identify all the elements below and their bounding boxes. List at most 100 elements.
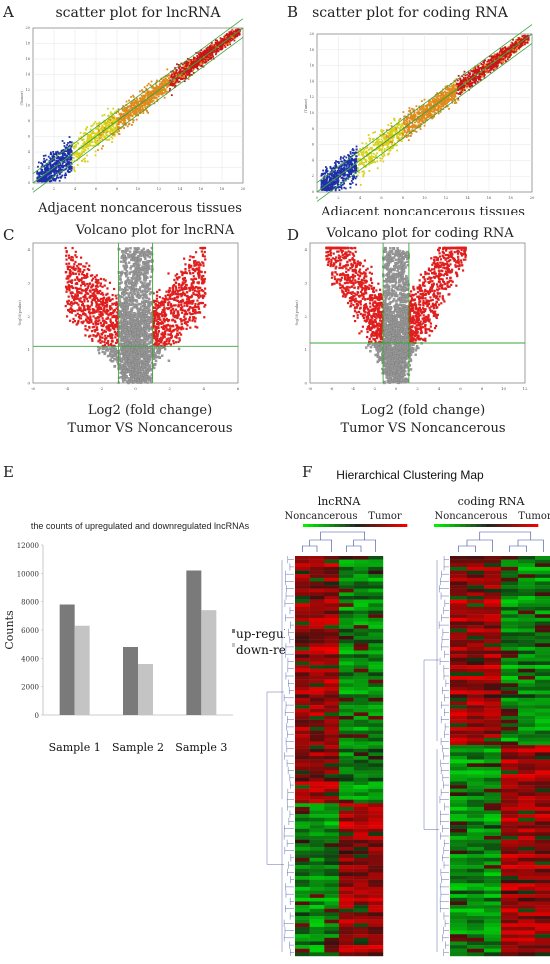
data-point (62, 154, 64, 157)
data-point (448, 87, 451, 90)
data-point (173, 73, 176, 76)
data-point (166, 85, 169, 88)
data-point (355, 155, 358, 158)
data-point (424, 110, 427, 113)
data-point (331, 188, 334, 191)
data-point (149, 84, 152, 87)
data-point (202, 62, 205, 65)
data-point (182, 69, 184, 72)
data-point (84, 142, 87, 145)
data-point (150, 80, 153, 83)
data-point (465, 79, 467, 82)
data-point (383, 142, 386, 145)
data-point (350, 169, 353, 172)
data-point (405, 123, 408, 126)
data-point (496, 56, 499, 59)
data-point (226, 34, 229, 37)
data-point (206, 47, 209, 50)
data-point (82, 132, 85, 135)
data-point (151, 92, 154, 95)
data-point (55, 154, 58, 156)
data-point (326, 173, 329, 175)
data-point (362, 151, 365, 154)
data-point (68, 164, 71, 167)
data-point (187, 78, 190, 80)
data-point (62, 169, 65, 172)
data-point (343, 182, 346, 185)
data-point (105, 132, 108, 135)
data-point (335, 178, 338, 181)
data-point (347, 173, 349, 176)
data-point (168, 89, 171, 92)
data-point (361, 162, 363, 165)
data-point (102, 129, 104, 132)
data-point (329, 167, 332, 169)
data-point (139, 105, 141, 108)
data-point (349, 151, 352, 153)
data-point (461, 90, 464, 93)
data-point (200, 60, 203, 63)
data-point (489, 67, 492, 70)
data-point (501, 47, 504, 50)
data-point (338, 189, 341, 192)
data-point (355, 169, 358, 172)
data-point (408, 129, 411, 132)
data-point (71, 159, 73, 162)
data-point (58, 158, 61, 161)
data-point (50, 170, 53, 173)
data-point (89, 144, 92, 147)
data-point (386, 140, 389, 142)
data-point (187, 68, 190, 71)
data-point (118, 130, 120, 132)
data-point (36, 172, 39, 175)
data-point (433, 108, 436, 111)
data-point (135, 97, 138, 100)
data-point (201, 58, 204, 60)
data-point (334, 162, 336, 164)
data-point (353, 176, 355, 179)
data-point (398, 137, 401, 140)
data-point (356, 167, 359, 169)
data-point (499, 48, 502, 50)
data-point (457, 85, 460, 88)
data-point (82, 148, 85, 150)
data-point (104, 122, 107, 124)
data-point (94, 154, 97, 157)
data-point (428, 104, 431, 107)
data-point (129, 105, 132, 108)
data-point (446, 91, 449, 94)
data-point (166, 68, 169, 71)
data-point (337, 181, 340, 183)
y-tick-label: 18 (26, 42, 30, 46)
data-point (483, 74, 486, 76)
data-point (227, 43, 230, 45)
data-point (446, 84, 449, 87)
data-point (343, 174, 346, 177)
data-point (195, 63, 198, 65)
data-point (460, 85, 463, 88)
data-point (433, 98, 436, 100)
data-point (506, 58, 509, 61)
data-point (193, 64, 195, 66)
data-point (326, 179, 328, 182)
data-point (424, 105, 427, 108)
data-point (344, 187, 347, 190)
data-point (458, 88, 461, 91)
data-point (187, 71, 190, 74)
data-point (345, 167, 348, 170)
data-point (47, 163, 50, 166)
data-point (111, 122, 113, 124)
data-point (162, 84, 165, 87)
data-point (228, 41, 231, 43)
data-point (44, 177, 47, 180)
data-point (59, 157, 61, 159)
data-point (87, 134, 90, 137)
data-point (197, 59, 199, 62)
data-point (476, 80, 479, 83)
data-point (185, 75, 187, 78)
data-point (60, 149, 63, 152)
data-point (190, 60, 192, 63)
data-point (457, 98, 460, 101)
data-point (59, 168, 62, 171)
data-point (52, 167, 55, 170)
